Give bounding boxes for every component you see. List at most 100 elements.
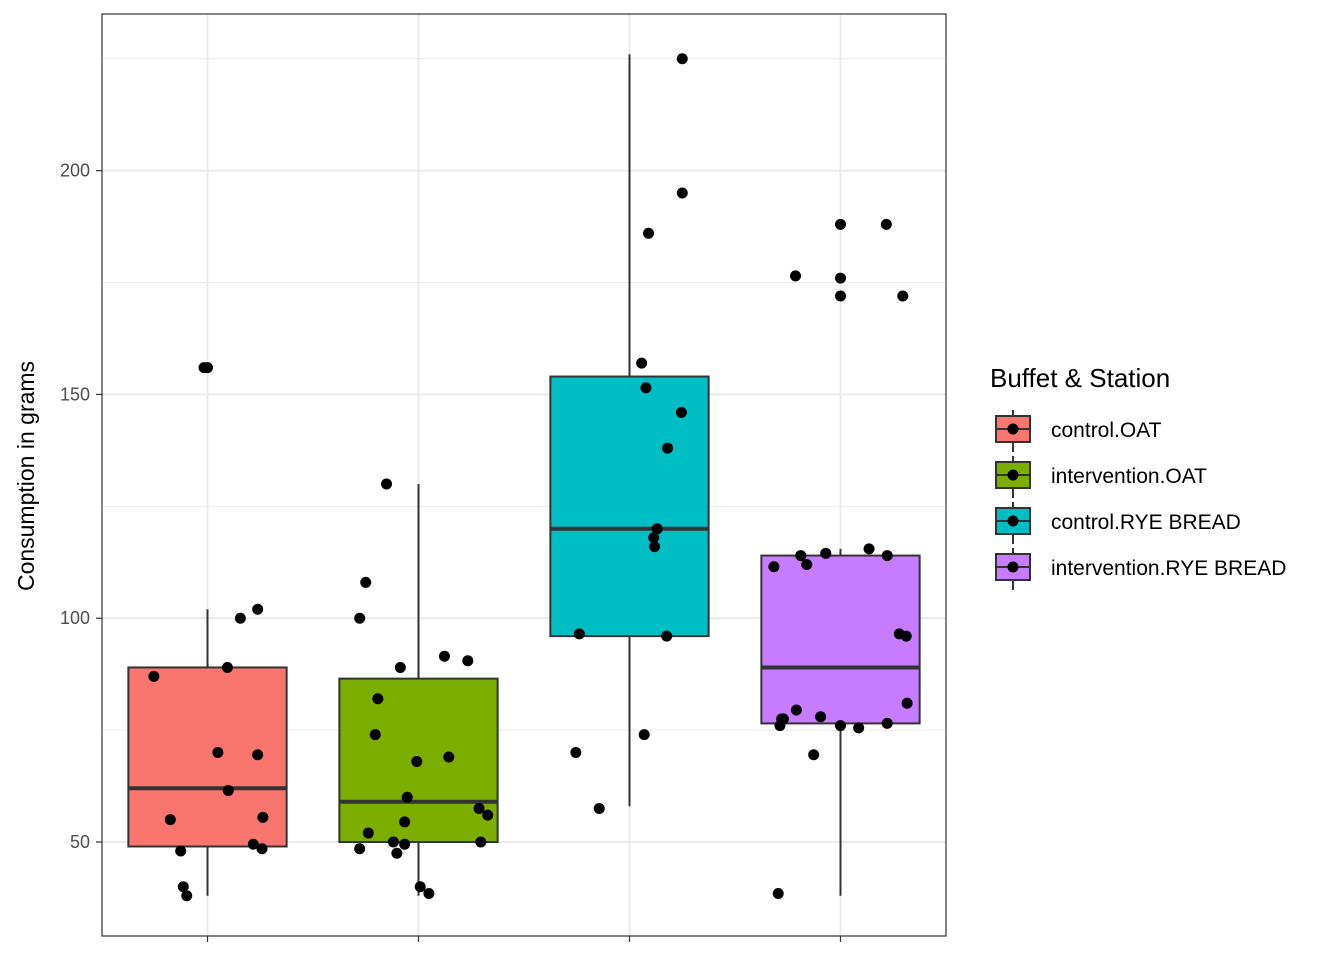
data-point [901, 697, 913, 709]
y-tick-label: 100 [60, 608, 90, 628]
data-point [662, 442, 674, 454]
data-point [362, 827, 374, 839]
data-point [643, 227, 655, 239]
data-point [835, 720, 846, 732]
data-point [443, 751, 455, 763]
data-point [768, 561, 780, 573]
data-point [234, 612, 246, 624]
data-point [399, 838, 411, 850]
legend-key-point [1007, 469, 1019, 481]
data-point [570, 746, 582, 758]
data-point [369, 729, 381, 741]
data-point [676, 53, 688, 65]
data-point [252, 749, 264, 761]
data-point [648, 532, 660, 544]
box-2 [338, 483, 499, 896]
legend-label: intervention.RYE BREAD [1051, 557, 1286, 580]
data-point [651, 523, 663, 535]
box-3 [549, 54, 710, 807]
data-point [181, 890, 193, 902]
box-4 [760, 548, 921, 896]
y-axis-title: Consumption in grams [13, 361, 39, 591]
legend-item: control.RYE BREAD [995, 502, 1241, 544]
data-point [354, 612, 366, 624]
legend-key-point [1007, 515, 1019, 527]
data-point [675, 406, 687, 418]
data-point [372, 693, 384, 705]
data-point [438, 650, 450, 662]
box-body [760, 554, 921, 725]
legend: Buffet & Station control.OAT intervention… [990, 363, 1286, 590]
data-point [423, 887, 435, 899]
data-point [164, 814, 176, 826]
y-axis: 50 100 150 200 [60, 161, 842, 942]
y-tick-label: 50 [70, 832, 90, 852]
legend-label: intervention.OAT [1051, 465, 1207, 488]
boxes-layer [127, 54, 921, 896]
data-point [411, 755, 423, 767]
data-point [640, 382, 652, 394]
data-point [473, 802, 485, 814]
data-point [777, 713, 789, 725]
data-point [360, 576, 372, 588]
data-point [222, 785, 234, 797]
legend-label: control.RYE BREAD [1051, 511, 1241, 534]
legend-title: Buffet & Station [990, 363, 1170, 393]
data-point [221, 661, 233, 673]
data-point [638, 729, 650, 741]
data-point [202, 362, 213, 374]
data-point [252, 603, 264, 615]
legend-key-point [1007, 423, 1019, 435]
data-point [482, 809, 494, 821]
data-point [676, 187, 688, 199]
data-point [175, 845, 187, 857]
data-point [835, 272, 846, 284]
data-point [815, 711, 827, 723]
data-point [387, 836, 399, 848]
data-point [790, 270, 802, 282]
data-point [401, 791, 413, 803]
y-tick-label: 150 [60, 384, 90, 404]
data-point [900, 630, 912, 642]
data-point [820, 547, 832, 559]
panel-border [101, 13, 947, 937]
data-point [256, 843, 268, 855]
data-point [247, 838, 259, 850]
data-point [462, 655, 474, 667]
data-point [148, 670, 160, 682]
box-body [549, 375, 710, 638]
data-point [593, 802, 605, 814]
data-point [808, 749, 820, 761]
legend-label: control.OAT [1051, 419, 1162, 442]
data-point [212, 746, 224, 758]
data-point [354, 843, 366, 855]
data-point [177, 881, 189, 893]
legend-item: intervention.RYE BREAD [995, 548, 1286, 590]
points-layer [148, 53, 913, 902]
data-point [414, 881, 426, 893]
data-point [380, 478, 392, 490]
data-point [636, 357, 648, 369]
data-point [661, 630, 673, 642]
data-point [795, 550, 807, 562]
data-point [391, 847, 403, 859]
legend-item: control.OAT [995, 410, 1162, 452]
data-point [399, 816, 411, 828]
data-point [880, 218, 892, 230]
data-point [573, 628, 585, 640]
data-point [394, 661, 406, 673]
data-point [257, 811, 269, 823]
data-point [835, 218, 846, 230]
data-point [835, 290, 846, 302]
y-tick-label: 200 [60, 161, 90, 181]
data-point [801, 559, 813, 571]
data-point [853, 722, 865, 734]
data-point [897, 290, 909, 302]
legend-item: intervention.OAT [995, 456, 1207, 498]
data-point [649, 541, 661, 553]
legend-items: control.OAT intervention.OAT control.RYE B… [995, 410, 1286, 590]
data-point [881, 717, 893, 729]
data-point [863, 543, 875, 555]
legend-key-point [1007, 561, 1019, 573]
